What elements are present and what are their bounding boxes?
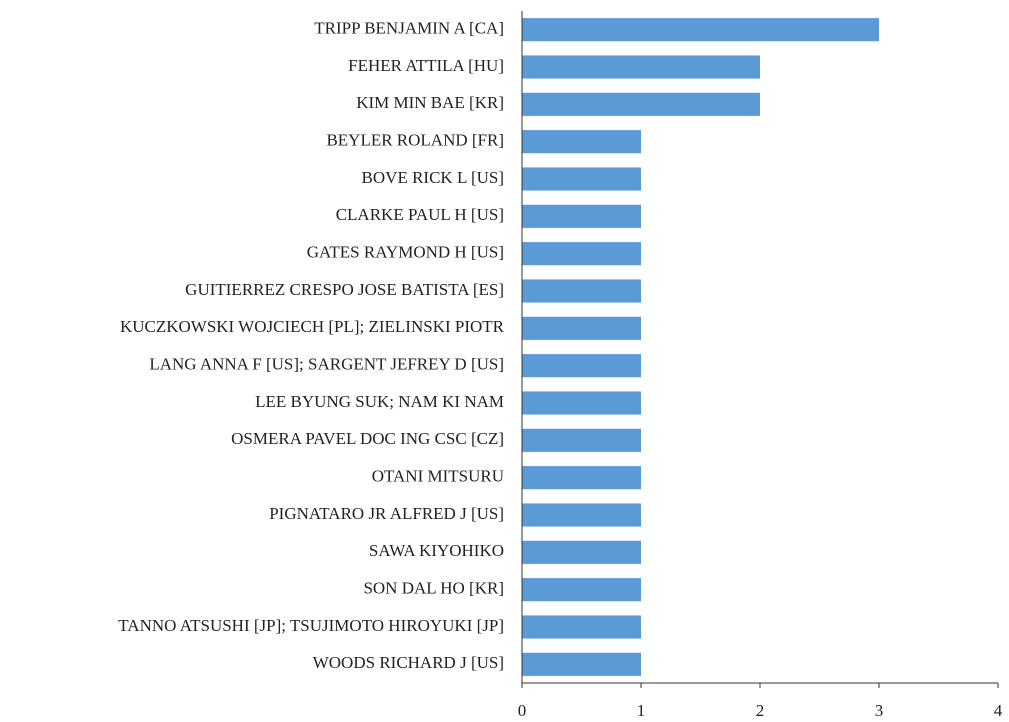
y-tick-label: BOVE RICK L [US] xyxy=(362,168,504,187)
bar xyxy=(522,354,641,378)
bar xyxy=(522,428,641,452)
bar xyxy=(522,540,641,564)
y-tick-label: LEE BYUNG SUK; NAM KI NAM xyxy=(255,392,504,411)
bar xyxy=(522,652,641,676)
bar xyxy=(522,466,641,490)
bar xyxy=(522,55,760,79)
y-tick-label: LANG ANNA F [US]; SARGENT JEFREY D [US] xyxy=(149,355,504,374)
x-tick-label: 1 xyxy=(637,701,646,720)
bar xyxy=(522,242,641,266)
y-tick-label: FEHER ATTILA [HU] xyxy=(348,56,504,75)
x-tick-label: 2 xyxy=(756,701,765,720)
bar xyxy=(522,279,641,303)
bar xyxy=(522,18,879,42)
bar xyxy=(522,578,641,602)
bar xyxy=(522,503,641,527)
y-tick-label: OTANI MITSURU xyxy=(372,467,504,486)
bar xyxy=(522,167,641,191)
bar xyxy=(522,204,641,228)
bar xyxy=(522,92,760,116)
y-tick-label: CLARKE PAUL H [US] xyxy=(336,205,504,224)
y-tick-label: SAWA KIYOHIKO xyxy=(369,541,504,560)
y-tick-label: WOODS RICHARD J [US] xyxy=(313,653,504,672)
bar xyxy=(522,615,641,639)
x-tick-label: 0 xyxy=(518,701,527,720)
x-tick-label: 4 xyxy=(994,701,1003,720)
y-tick-label: KIM MIN BAE [KR] xyxy=(356,93,504,112)
bar xyxy=(522,130,641,154)
y-tick-label: SON DAL HO [KR] xyxy=(363,579,504,598)
y-tick-label: PIGNATARO JR ALFRED J [US] xyxy=(269,504,504,523)
bar xyxy=(522,391,641,415)
bar xyxy=(522,316,641,340)
x-tick-label: 3 xyxy=(875,701,884,720)
y-tick-label: KUCZKOWSKI WOJCIECH [PL]; ZIELINSKI PIOT… xyxy=(120,317,505,336)
y-tick-label: OSMERA PAVEL DOC ING CSC [CZ] xyxy=(231,429,504,448)
y-tick-label: BEYLER ROLAND [FR] xyxy=(326,131,504,150)
y-tick-label: TRIPP BENJAMIN A [CA] xyxy=(314,19,504,38)
y-tick-label: GUITIERREZ CRESPO JOSE BATISTA [ES] xyxy=(185,280,504,299)
y-tick-label: GATES RAYMOND H [US] xyxy=(307,243,504,262)
y-tick-label: TANNO ATSUSHI [JP]; TSUJIMOTO HIROYUKI [… xyxy=(118,616,504,635)
